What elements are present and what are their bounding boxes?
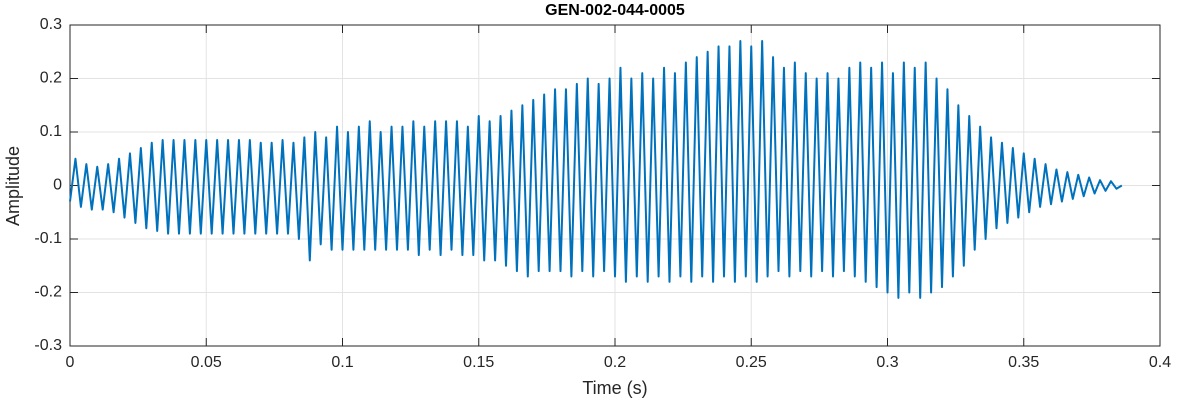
x-tick-label: 0.2 bbox=[604, 354, 626, 371]
y-tick-label: 0.3 bbox=[40, 16, 62, 33]
x-tick-label: 0 bbox=[66, 354, 75, 371]
plot-frame bbox=[69, 24, 1161, 347]
x-tick-label: 0.4 bbox=[1149, 354, 1171, 371]
x-tick-label: 0.3 bbox=[876, 354, 898, 371]
x-tick-label: 0.25 bbox=[736, 354, 767, 371]
chart-title: GEN-002-044-0005 bbox=[545, 2, 685, 19]
y-axis-label: Amplitude bbox=[3, 146, 23, 226]
x-tick-label: 0.1 bbox=[331, 354, 353, 371]
x-tick-label: 0.35 bbox=[1008, 354, 1039, 371]
y-tick-label: 0.2 bbox=[40, 70, 62, 87]
x-axis-label: Time (s) bbox=[582, 378, 647, 398]
waveform-line bbox=[69, 40, 1123, 299]
y-tick-label: 0 bbox=[53, 177, 62, 194]
y-tick-label: -0.2 bbox=[34, 284, 62, 301]
y-tick-label: -0.1 bbox=[34, 230, 62, 247]
y-tick-label: 0.1 bbox=[40, 123, 62, 140]
x-tick-label: 0.05 bbox=[191, 354, 222, 371]
x-tick-label: 0.15 bbox=[463, 354, 494, 371]
y-tick-label: -0.3 bbox=[34, 337, 62, 354]
